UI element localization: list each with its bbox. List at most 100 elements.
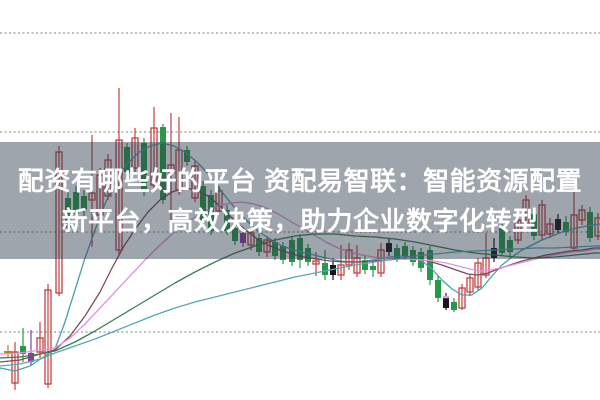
candle-down <box>499 224 505 256</box>
candle-up <box>55 146 63 296</box>
candle-up <box>570 190 578 252</box>
candle-down <box>531 210 537 240</box>
candle-body <box>312 260 320 265</box>
candle-down <box>322 250 328 280</box>
candle-down <box>435 276 441 302</box>
candle-body <box>96 174 104 216</box>
candle-down <box>427 246 433 285</box>
candle-body <box>20 346 26 354</box>
candle-up <box>337 245 345 280</box>
candle-body <box>124 147 130 172</box>
candle-body <box>240 233 246 243</box>
candle-down <box>81 190 87 216</box>
candle-down <box>184 146 190 166</box>
candle-body <box>88 192 96 201</box>
candle-body <box>570 214 578 249</box>
candle-body <box>337 264 345 276</box>
candles <box>4 88 600 390</box>
candle-body <box>224 210 230 231</box>
candle-up <box>11 342 19 390</box>
candle-body <box>73 192 79 214</box>
candle-body <box>443 297 449 308</box>
candle-body <box>184 150 190 162</box>
candle-up <box>191 160 199 202</box>
candle-body <box>451 302 457 310</box>
candle-up <box>345 243 353 270</box>
candle-down <box>124 143 130 177</box>
candle-body <box>289 240 295 262</box>
candle-down <box>232 224 238 245</box>
candle-body <box>546 223 554 235</box>
ma-pink <box>0 201 600 355</box>
candle-body <box>81 196 87 210</box>
candle-dark_pink <box>443 293 449 310</box>
candle-down <box>305 244 311 266</box>
ma-slow-teal <box>0 245 600 367</box>
candle-body <box>386 243 392 252</box>
candle-body <box>578 209 586 221</box>
candle-body <box>55 151 63 294</box>
candle-up <box>594 213 600 240</box>
candle-up <box>44 284 52 388</box>
candle-down <box>73 186 79 220</box>
candle-body <box>11 351 19 384</box>
candle-up <box>522 195 530 230</box>
candle-down <box>65 192 71 232</box>
candle-down <box>141 138 147 196</box>
candle-down <box>451 298 457 312</box>
candle-up <box>96 168 104 220</box>
candle-purple <box>240 229 246 247</box>
headline-overlay: 配资有哪些好的平台 资配易智联：智能资源配置 新平台，高效决策，助力企业数字化转… <box>0 142 600 259</box>
candle-up <box>36 322 44 358</box>
candle-body <box>563 222 569 232</box>
candle-body <box>402 246 408 256</box>
candle-dark <box>386 238 392 256</box>
candle-body <box>28 353 34 362</box>
candle-body <box>499 228 505 253</box>
candle-up <box>115 88 123 254</box>
headline-line-1: 配资有哪些好的平台 资配易智联：智能资源配置 <box>17 165 583 196</box>
candle-body <box>160 127 166 200</box>
candle-body <box>272 242 278 256</box>
candle-body <box>531 214 537 236</box>
ma-lines <box>0 142 600 372</box>
candle-down <box>160 124 166 204</box>
headline-line-2: 新平台，高效决策，助力企业数字化转型 <box>61 205 539 236</box>
candle-up <box>546 218 554 238</box>
candle-body <box>215 190 223 212</box>
candle-up <box>150 107 158 190</box>
candle-body <box>232 228 238 241</box>
candle-body <box>427 250 433 280</box>
candle-body <box>362 260 368 270</box>
candle-down <box>507 236 513 256</box>
candle-body <box>482 257 490 276</box>
candle-body <box>247 232 255 246</box>
candle-body <box>507 240 513 252</box>
candle-down <box>208 190 214 235</box>
candle-body <box>36 337 44 353</box>
candle-body <box>491 248 497 258</box>
candle-body <box>141 143 147 192</box>
candle-up <box>247 228 255 250</box>
candle-body <box>345 249 353 266</box>
candle-down <box>289 236 295 266</box>
candle-body <box>522 199 530 225</box>
candle-body <box>594 217 600 237</box>
candle-up <box>458 284 466 310</box>
candle-body <box>435 280 441 298</box>
candle-body <box>115 139 123 251</box>
candle-body <box>167 164 175 173</box>
candle-up <box>538 200 546 240</box>
candle-body <box>370 266 376 270</box>
candle-body <box>150 127 158 186</box>
candle-up <box>514 214 522 244</box>
candle-body <box>394 248 400 258</box>
candle-body <box>514 219 522 241</box>
candle-body <box>297 238 303 260</box>
candle-body <box>458 287 466 309</box>
candle-body <box>208 195 214 231</box>
candle-up <box>215 186 223 215</box>
candle-up <box>466 274 474 296</box>
